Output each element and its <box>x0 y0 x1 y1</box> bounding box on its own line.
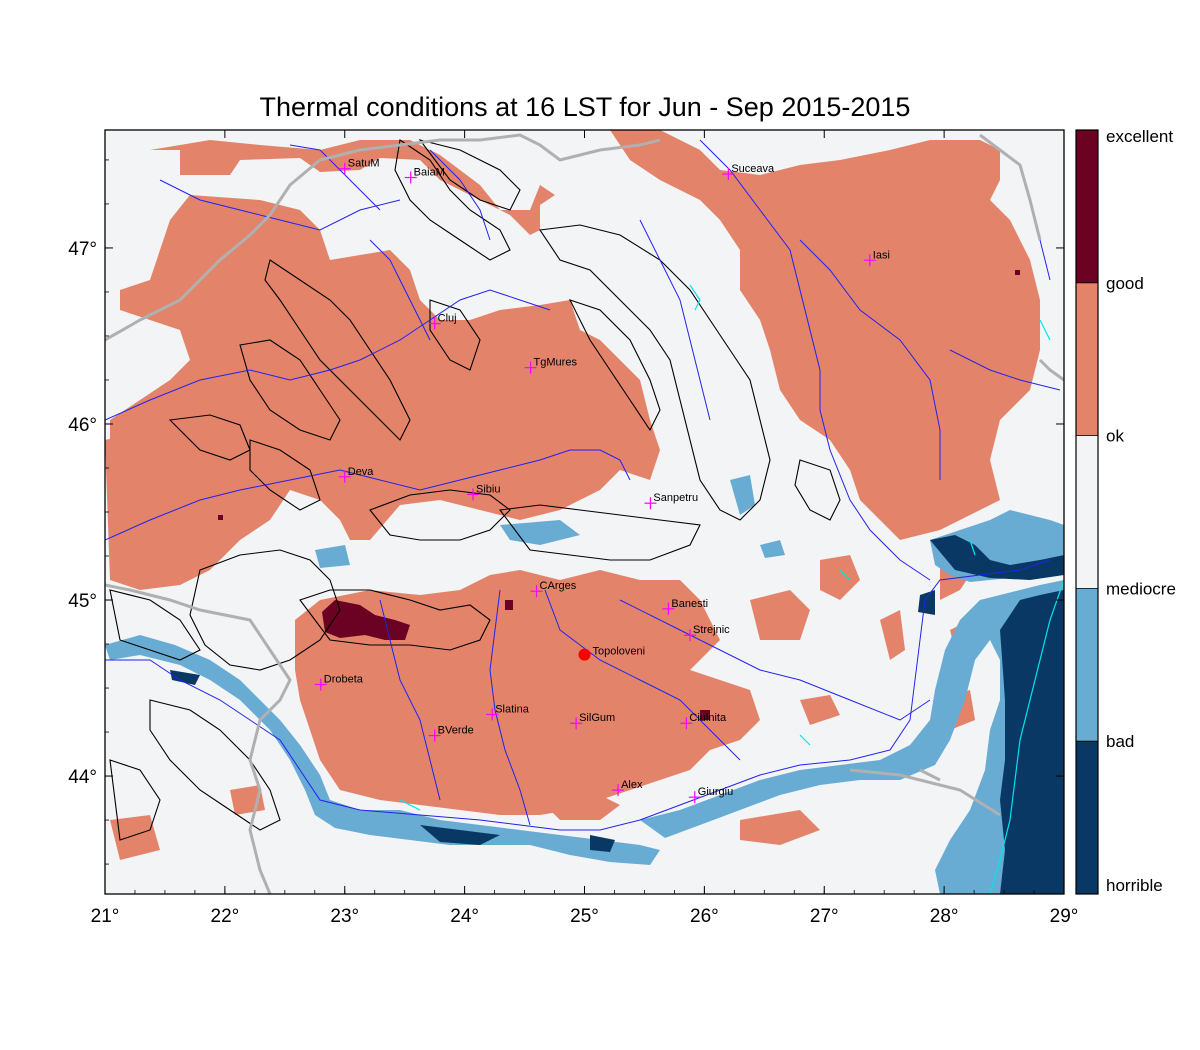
city-marker: Strejnic <box>683 624 730 642</box>
x-tick-label: 26° <box>690 906 719 927</box>
city-marker: Banesti <box>662 598 708 615</box>
city-label: TgMures <box>534 357 578 369</box>
city-label: BaiaM <box>414 167 445 179</box>
x-tick-label: 29° <box>1050 906 1079 927</box>
y-tick-label: 46° <box>68 415 97 436</box>
city-label: Strejnic <box>693 624 730 636</box>
legend-swatch <box>1076 588 1098 742</box>
city-label: SatuM <box>348 158 380 170</box>
cities-layer: SatuM BaiaM Suceava Iasi Cluj TgMures Deva Sibi… <box>314 158 890 804</box>
city-marker: Deva <box>338 466 375 483</box>
elevation-contours <box>109 139 841 841</box>
x-tick-label: 25° <box>570 906 599 927</box>
city-label: Sibiu <box>476 483 500 495</box>
legend-label: bad <box>1106 732 1134 751</box>
legend-swatch <box>1076 741 1098 894</box>
city-marker: BaiaM <box>404 167 445 184</box>
city-marker: SilGum <box>570 712 615 730</box>
city-label: Ciulnita <box>689 712 727 724</box>
city-marker: CArges <box>530 580 577 598</box>
x-tick-label: 22° <box>211 906 240 927</box>
highlight-city-label: Topoloveni <box>593 646 646 658</box>
lakes-coast <box>399 284 1064 894</box>
x-tick-label: 24° <box>450 906 479 927</box>
city-label: Banesti <box>671 598 708 610</box>
y-tick-label: 44° <box>68 767 97 788</box>
legend-label: ok <box>1106 427 1124 446</box>
city-label: Deva <box>348 466 375 478</box>
horrible-regions <box>170 535 1064 894</box>
city-label: Slatina <box>495 703 530 715</box>
axes-layer: 21° 22° 23° 24° 25° 26° 27° 28° 29° 44° 45° 46° 47° <box>68 130 1078 927</box>
legend-label: mediocre <box>1106 579 1176 598</box>
city-marker: Drobeta <box>314 674 364 691</box>
legend-swatch <box>1076 282 1098 436</box>
y-tick-label: 45° <box>68 591 97 612</box>
city-label: Sanpetru <box>653 492 698 504</box>
city-label: BVerde <box>438 725 474 737</box>
legend-swatch <box>1076 130 1098 283</box>
city-marker: BVerde <box>428 725 474 742</box>
city-marker: Sibiu <box>467 483 500 501</box>
city-label: Cluj <box>438 313 457 325</box>
city-label: Iasi <box>873 249 890 261</box>
city-label: Alex <box>621 779 643 791</box>
legend-label: good <box>1106 274 1144 293</box>
chart-title: Thermal conditions at 16 LST for Jun - S… <box>259 92 911 122</box>
city-marker: SatuM <box>338 158 380 175</box>
city-label: Suceava <box>731 163 775 175</box>
x-tick-label: 21° <box>91 906 120 927</box>
city-marker: Slatina <box>486 703 530 721</box>
country-border <box>105 133 1064 894</box>
map-panel: SatuM BaiaM Suceava Iasi Cluj TgMures Deva Sibi… <box>105 130 1064 894</box>
legend-swatch <box>1076 435 1098 589</box>
legend-frame <box>1075 129 1099 895</box>
city-marker: Giurgiu <box>688 786 733 804</box>
city-label: Giurgiu <box>698 786 733 798</box>
city-marker: Cluj <box>428 313 457 330</box>
y-tick-label: 47° <box>68 239 97 260</box>
rivers <box>105 139 1061 831</box>
city-marker: TgMures <box>524 357 578 374</box>
legend-label: horrible <box>1106 876 1163 895</box>
legend-colorbar: horrible bad mediocre ok good excellent <box>1075 127 1176 895</box>
city-marker: Iasi <box>863 249 890 267</box>
city-marker: Suceava <box>722 163 775 181</box>
city-marker: Sanpetru <box>644 492 698 510</box>
x-tick-label: 23° <box>330 906 359 927</box>
city-marker: Alex <box>612 779 643 797</box>
x-tick-label: 28° <box>930 906 959 927</box>
city-label: SilGum <box>579 712 615 724</box>
city-label: CArges <box>540 580 577 592</box>
city-label: Drobeta <box>324 674 364 686</box>
city-marker: Ciulnita <box>680 712 727 730</box>
legend-label: excellent <box>1106 127 1173 146</box>
highlight-city-marker: Topoloveni <box>578 646 646 661</box>
x-tick-label: 27° <box>810 906 839 927</box>
